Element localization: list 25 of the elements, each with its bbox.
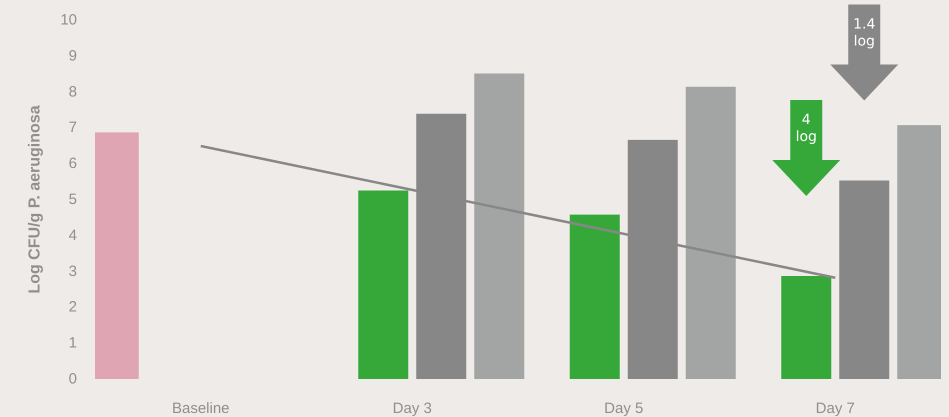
y-tick-label: 8 — [68, 83, 77, 100]
y-tick-label: 7 — [68, 119, 77, 136]
y-tick-label: 0 — [68, 370, 77, 388]
y-axis-title: Log CFU/g P. aeruginosa — [26, 105, 44, 294]
bar — [474, 73, 524, 379]
x-tick-label: Day 5 — [604, 400, 644, 417]
bar — [839, 180, 890, 379]
y-tick-label: 2 — [68, 298, 77, 316]
y-tick-label: 5 — [68, 191, 77, 208]
y-tick-label: 1 — [68, 334, 77, 352]
y-tick-label: 6 — [68, 155, 77, 172]
x-tick-label: Baseline — [172, 400, 230, 417]
y-tick-label: 10 — [60, 12, 77, 28]
x-tick-label: Day 7 — [816, 400, 855, 417]
annotation: 1.4 log — [853, 16, 876, 50]
bar — [686, 86, 736, 379]
x-tick-label: Day 3 — [392, 400, 432, 417]
bar — [781, 276, 832, 379]
bar — [358, 190, 408, 379]
y-tick-label: 3 — [68, 262, 77, 280]
y-tick-label: 4 — [68, 226, 77, 244]
bar — [570, 214, 620, 379]
bar — [95, 132, 139, 379]
y-tick-label: 9 — [68, 47, 77, 64]
annotation: 4 log — [796, 112, 817, 145]
